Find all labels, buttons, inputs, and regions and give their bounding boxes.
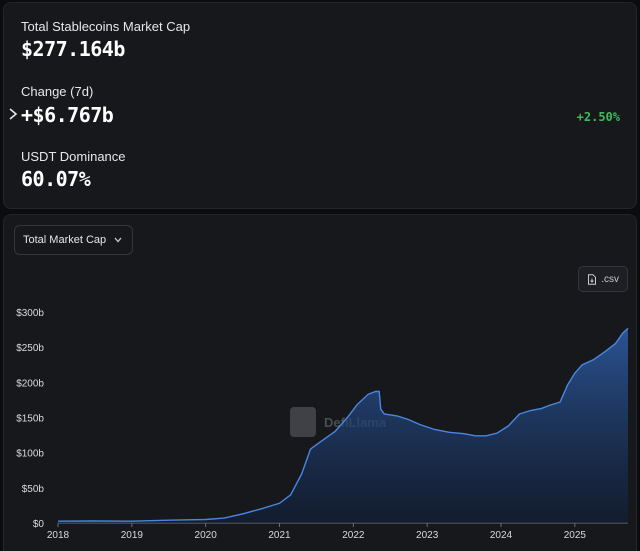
y-tick-label: $0	[33, 519, 45, 530]
change-value: +$6.767b	[21, 103, 114, 127]
area-fill	[58, 328, 628, 523]
llama-logo-icon	[290, 407, 316, 437]
y-tick-label: $250b	[16, 343, 44, 354]
x-tick-label: 2019	[121, 530, 144, 541]
x-tick-label: 2024	[490, 530, 513, 541]
y-tick-label: $100b	[16, 449, 44, 460]
x-tick-label: 2021	[268, 530, 291, 541]
x-tick-label: 2023	[416, 530, 439, 541]
dominance-label: USDT Dominance	[21, 149, 126, 164]
chevron-down-icon	[114, 237, 122, 243]
csv-download-button[interactable]: .csv	[578, 266, 628, 292]
change-label: Change (7d)	[21, 84, 94, 99]
market-cap-value: $277.164b	[21, 37, 125, 61]
y-tick-label: $150b	[16, 414, 44, 425]
metric-select-value: Total Market Cap	[23, 234, 107, 246]
x-tick-label: 2020	[195, 530, 218, 541]
stats-panel: Total Stablecoins Market Cap $277.164b C…	[3, 2, 637, 209]
file-download-icon	[588, 273, 597, 285]
chevron-right-icon[interactable]	[8, 107, 18, 121]
csv-label: .csv	[601, 273, 619, 285]
x-tick-label: 2025	[564, 530, 587, 541]
x-tick-label: 2022	[342, 530, 365, 541]
y-tick-label: $200b	[16, 378, 44, 389]
y-tick-label: $50b	[22, 484, 45, 495]
dominance-value: 60.07%	[21, 167, 91, 191]
x-tick-label: 2018	[47, 530, 70, 541]
metric-select[interactable]: Total Market Cap	[14, 225, 134, 255]
market-cap-label: Total Stablecoins Market Cap	[21, 19, 191, 34]
series-line	[57, 327, 629, 522]
change-percent: +2.50%	[576, 110, 620, 124]
y-tick-label: $300b	[16, 308, 44, 319]
